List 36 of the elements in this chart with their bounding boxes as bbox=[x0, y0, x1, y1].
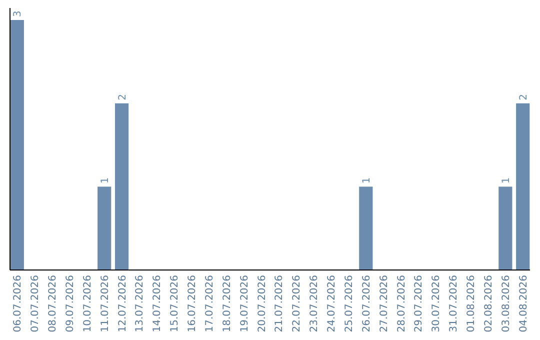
x-tick-label: 18.07.2026 bbox=[222, 275, 233, 332]
data-label: 2 bbox=[117, 94, 128, 100]
data-label: 1 bbox=[100, 177, 111, 184]
data-label: 2 bbox=[518, 94, 530, 100]
x-tick-label: 30.07.2026 bbox=[431, 275, 442, 332]
data-label: 1 bbox=[361, 177, 372, 184]
x-tick-label: 26.07.2026 bbox=[361, 275, 372, 332]
x-tick-label: 04.08.2026 bbox=[518, 275, 530, 332]
x-tick-label: 12.07.2026 bbox=[117, 275, 128, 332]
x-tick-label: 24.07.2026 bbox=[326, 275, 338, 332]
x-tick-label: 27.07.2026 bbox=[378, 275, 390, 332]
x-tick-label: 31.07.2026 bbox=[448, 275, 460, 332]
data-label: 3 bbox=[12, 10, 24, 17]
x-tick-label: 13.07.2026 bbox=[134, 275, 146, 332]
x-tick-label: 17.07.2026 bbox=[204, 275, 216, 332]
x-tick-label: 21.07.2026 bbox=[274, 275, 286, 332]
x-tick-label: 11.07.2026 bbox=[100, 275, 111, 332]
x-tick-label: 15.07.2026 bbox=[170, 275, 181, 332]
x-tick-label: 03.08.2026 bbox=[500, 275, 512, 332]
x-tick-label: 10.07.2026 bbox=[82, 275, 94, 332]
x-tick-label: 22.07.2026 bbox=[292, 275, 303, 332]
x-tick-label: 25.07.2026 bbox=[344, 275, 355, 332]
x-tick-label: 06.07.2026 bbox=[12, 275, 24, 332]
x-tick-label: 09.07.2026 bbox=[64, 275, 76, 332]
x-tick-label: 14.07.2026 bbox=[152, 275, 164, 332]
x-tick-label: 28.07.2026 bbox=[396, 275, 408, 332]
x-tick-label: 16.07.2026 bbox=[187, 275, 198, 332]
x-tick-label: 01.08.2026 bbox=[466, 275, 478, 332]
data-label: 1 bbox=[500, 177, 512, 184]
x-tick-label: 08.07.2026 bbox=[48, 275, 59, 332]
x-tick-label: 20.07.2026 bbox=[256, 275, 268, 332]
x-tick-label: 23.07.2026 bbox=[309, 275, 320, 332]
x-tick-label: 19.07.2026 bbox=[239, 275, 250, 332]
x-tick-label: 07.07.2026 bbox=[30, 275, 42, 332]
x-tick-label: 02.08.2026 bbox=[483, 275, 494, 332]
x-tick-label: 29.07.2026 bbox=[414, 275, 425, 332]
